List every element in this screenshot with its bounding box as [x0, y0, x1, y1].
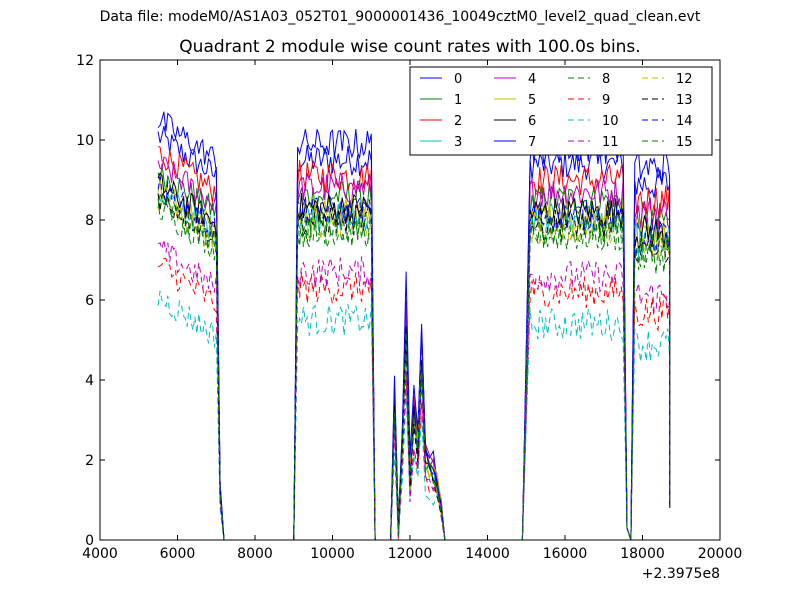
x-tick-label: 4000 [82, 546, 118, 562]
legend-label-12: 12 [676, 72, 693, 87]
series-line-9 [157, 257, 671, 541]
chart-title: Quadrant 2 module wise count rates with … [179, 37, 641, 57]
x-tick-label: 16000 [543, 546, 588, 562]
legend-label-3: 3 [454, 135, 462, 150]
x-tick-label: 12000 [388, 546, 433, 562]
series-line-13 [157, 191, 671, 541]
x-tick-label: 18000 [620, 546, 665, 562]
legend-label-8: 8 [602, 72, 610, 87]
series-line-10 [157, 290, 671, 541]
series-line-15 [157, 194, 671, 541]
series-line-2 [157, 145, 671, 541]
y-tick-label: 10 [76, 133, 94, 149]
series-line-11 [157, 239, 671, 541]
legend-label-4: 4 [528, 72, 536, 87]
series-line-0 [157, 125, 671, 541]
y-tick-label: 6 [85, 293, 94, 309]
y-tick-label: 0 [85, 533, 94, 549]
series-line-8 [157, 198, 671, 541]
x-tick-label: 20000 [698, 546, 743, 562]
legend-label-0: 0 [454, 72, 462, 87]
legend-label-6: 6 [528, 114, 536, 129]
legend-label-2: 2 [454, 114, 462, 129]
legend-label-11: 11 [602, 135, 619, 150]
x-tick-label: 14000 [465, 546, 510, 562]
series-line-12 [157, 193, 671, 541]
legend-box [409, 66, 713, 156]
x-tick-label: 6000 [160, 546, 196, 562]
y-tick-label: 12 [76, 53, 94, 69]
figure-suptitle: Data file: modeM0/AS1A03_052T01_90000014… [99, 9, 701, 25]
x-offset-label: +2.3975e8 [642, 566, 720, 582]
x-tick-label: 10000 [310, 546, 355, 562]
legend-label-13: 13 [676, 93, 693, 108]
y-tick-label: 8 [85, 213, 94, 229]
legend-label-5: 5 [528, 93, 536, 108]
x-tick-label: 8000 [237, 546, 273, 562]
series-lines [157, 111, 671, 541]
y-tick-label: 2 [85, 453, 94, 469]
series-line-4 [157, 156, 671, 541]
legend-label-10: 10 [602, 114, 619, 129]
axis-ticks: 4000 6000 8000 10000 12000 14000 16000 18000 200… [76, 53, 742, 562]
legend-label-9: 9 [602, 93, 610, 108]
y-tick-label: 4 [85, 373, 94, 389]
legend-label-1: 1 [454, 93, 462, 108]
series-line-1 [157, 163, 671, 541]
legend-label-7: 7 [528, 135, 536, 150]
legend-label-15: 15 [676, 135, 693, 150]
legend-label-14: 14 [676, 114, 693, 129]
series-line-3 [157, 191, 671, 541]
